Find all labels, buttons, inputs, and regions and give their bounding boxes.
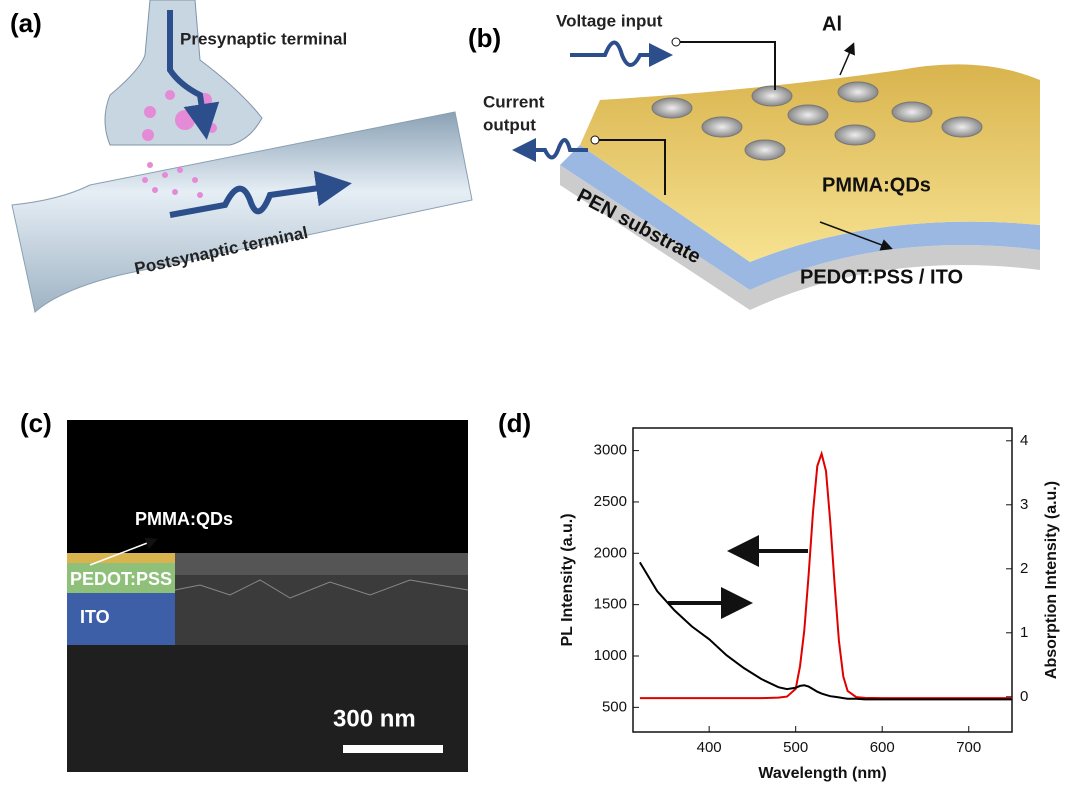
y2-tick-label: 1: [1020, 624, 1028, 641]
y-tick-label: 2500: [594, 493, 627, 510]
y-tick-label: 2000: [594, 544, 627, 561]
x-tick-label: 500: [783, 739, 808, 756]
y-tick-label: 1000: [594, 647, 627, 664]
y2-tick-label: 4: [1020, 432, 1028, 449]
label: Al: [822, 13, 842, 35]
label: PMMA:QDs: [135, 509, 233, 529]
y2-axis-label: Absorption Intensity (a.u.): [1043, 481, 1060, 679]
x-tick-label: 600: [870, 739, 895, 756]
label: output: [483, 115, 536, 134]
panel-label: (c): [20, 408, 52, 438]
label: Current: [483, 92, 545, 111]
y-tick-label: 1500: [594, 596, 627, 613]
label: ITO: [80, 607, 110, 627]
x-axis-label: Wavelength (nm): [758, 765, 886, 782]
x-tick-label: 400: [697, 739, 722, 756]
y2-tick-label: 3: [1020, 496, 1028, 513]
panel-label: (d): [498, 408, 531, 438]
panel-c: (c) PMMA:QDs PEDOT:PSS ITO 300 nm: [20, 408, 468, 772]
label: Voltage input: [556, 11, 663, 30]
page: {"panels":{ "a":{"label":"(a)","presynap…: [0, 0, 1067, 788]
y-tick-label: 500: [602, 698, 627, 715]
label: Presynaptic terminal: [180, 29, 347, 48]
panel-label: (b): [468, 23, 501, 53]
y-tick-label: 3000: [594, 442, 627, 459]
y2-tick-label: 0: [1020, 688, 1028, 705]
label: PEDOT:PSS: [70, 569, 172, 589]
label: PEDOT:PSS / ITO: [800, 266, 963, 288]
label: 300 nm: [333, 705, 416, 732]
panel-label: (a): [10, 8, 42, 38]
figure: (a) Presynaptic terminal Postsynaptic te…: [0, 0, 1067, 788]
y2-tick-label: 2: [1020, 560, 1028, 577]
label: PMMA:QDs: [822, 174, 931, 196]
x-tick-label: 700: [956, 739, 981, 756]
y-axis-label: PL Intensity (a.u.): [559, 513, 576, 646]
